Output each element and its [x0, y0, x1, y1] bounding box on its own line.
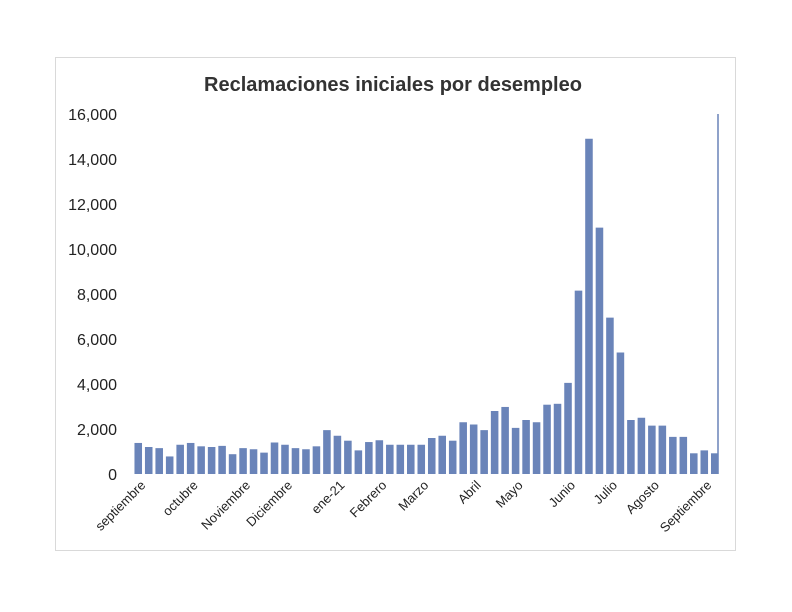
bar — [291, 448, 300, 475]
bar — [333, 435, 342, 474]
bar — [365, 442, 373, 474]
bar — [312, 446, 321, 474]
bar — [606, 317, 614, 475]
bar — [270, 442, 279, 474]
bar — [375, 440, 384, 474]
bar — [218, 445, 226, 475]
bar — [627, 420, 635, 474]
bar — [386, 444, 394, 474]
bar — [658, 425, 667, 475]
x-tick-label: Junio — [546, 478, 579, 511]
bar — [144, 447, 153, 474]
x-tick-label: ene-21 — [308, 478, 347, 517]
y-tick-label: 4,000 — [77, 377, 117, 394]
bar — [490, 411, 499, 474]
bar — [417, 444, 426, 474]
x-tick-label: octubre — [159, 478, 200, 519]
bar — [574, 290, 583, 475]
chart-title: Reclamaciones iniciales por desempleo — [204, 74, 582, 96]
bar — [228, 454, 237, 474]
bar — [207, 447, 216, 474]
bar — [176, 444, 184, 474]
bar — [260, 452, 268, 475]
bar — [501, 406, 509, 474]
bar — [595, 227, 604, 474]
y-tick-label: 16,000 — [68, 107, 117, 124]
bar — [134, 442, 143, 474]
x-tick-label: Septiembre — [657, 478, 715, 536]
bar — [459, 422, 467, 474]
x-tick-label: Febrero — [347, 478, 390, 521]
x-tick-label: Diciembre — [243, 478, 295, 530]
bar — [239, 448, 247, 475]
bar — [186, 442, 195, 474]
bar — [543, 404, 551, 474]
x-tick-label: Agosto — [623, 478, 662, 517]
bar — [700, 450, 709, 475]
bar — [469, 424, 478, 474]
bar — [710, 453, 719, 474]
y-tick-label: 0 — [108, 467, 117, 484]
bar — [690, 453, 698, 474]
y-tick-label: 14,000 — [68, 152, 117, 169]
x-tick-label: Marzo — [395, 478, 431, 514]
bar — [648, 425, 656, 475]
bar — [155, 448, 163, 475]
x-tick-label: Noviembre — [198, 478, 253, 533]
y-axis: 0 2,000 4,000 6,000 8,000 10,000 12,000 14,000 1… — [68, 107, 117, 484]
bar — [344, 440, 352, 474]
y-tick-label: 6,000 — [77, 332, 117, 349]
bar — [511, 427, 520, 475]
x-tick-label: Abril — [455, 477, 484, 506]
bar — [165, 456, 174, 474]
bar — [637, 417, 646, 474]
bar — [564, 382, 572, 475]
bar — [407, 444, 415, 474]
bar — [553, 403, 562, 474]
bar — [354, 450, 363, 475]
bar — [522, 420, 530, 474]
bar — [616, 352, 625, 474]
x-tick-label: septiembre — [92, 478, 148, 534]
bar — [396, 444, 405, 474]
bar — [669, 436, 677, 475]
y-tick-label: 2,000 — [77, 422, 117, 439]
bar — [281, 444, 289, 474]
bar — [532, 422, 541, 474]
bar — [438, 435, 446, 474]
bar — [679, 436, 688, 475]
bar — [480, 430, 488, 475]
bar — [197, 446, 205, 474]
bar — [302, 449, 310, 474]
bar — [448, 440, 457, 474]
y-tick-label: 12,000 — [68, 197, 117, 214]
x-tick-label: Julio — [591, 478, 621, 508]
bars — [134, 138, 719, 475]
bar — [249, 449, 258, 474]
bar — [427, 438, 436, 474]
bar — [323, 430, 331, 475]
x-tick-label: Mayo — [493, 478, 526, 511]
y-tick-label: 8,000 — [77, 287, 117, 304]
bar — [585, 138, 593, 474]
y-tick-label: 10,000 — [68, 242, 117, 259]
